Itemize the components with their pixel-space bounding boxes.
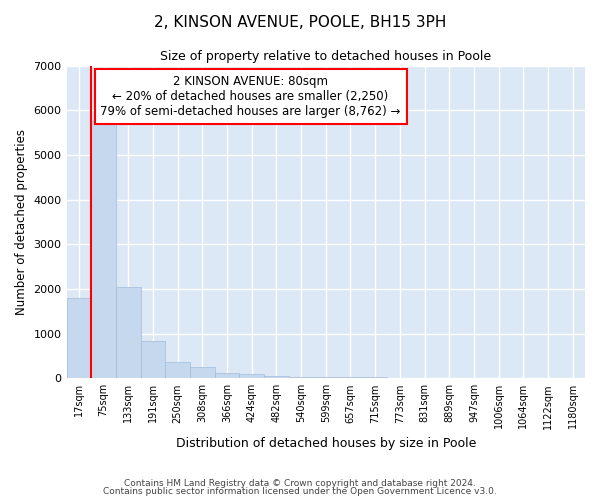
Bar xyxy=(239,374,264,378)
Title: Size of property relative to detached houses in Poole: Size of property relative to detached ho… xyxy=(160,50,491,63)
Bar xyxy=(116,286,140,378)
Text: Contains public sector information licensed under the Open Government Licence v3: Contains public sector information licen… xyxy=(103,487,497,496)
Bar xyxy=(67,298,91,378)
Text: Contains HM Land Registry data © Crown copyright and database right 2024.: Contains HM Land Registry data © Crown c… xyxy=(124,478,476,488)
Bar xyxy=(140,341,165,378)
Bar xyxy=(363,377,388,378)
Bar xyxy=(289,377,313,378)
Bar xyxy=(190,366,215,378)
Text: 2, KINSON AVENUE, POOLE, BH15 3PH: 2, KINSON AVENUE, POOLE, BH15 3PH xyxy=(154,15,446,30)
Bar xyxy=(215,373,239,378)
Bar xyxy=(338,377,363,378)
X-axis label: Distribution of detached houses by size in Poole: Distribution of detached houses by size … xyxy=(176,437,476,450)
Y-axis label: Number of detached properties: Number of detached properties xyxy=(15,129,28,315)
Bar xyxy=(91,122,116,378)
Bar xyxy=(165,362,190,378)
Bar xyxy=(264,376,289,378)
Bar xyxy=(313,377,338,378)
Text: 2 KINSON AVENUE: 80sqm
← 20% of detached houses are smaller (2,250)
79% of semi-: 2 KINSON AVENUE: 80sqm ← 20% of detached… xyxy=(100,75,401,118)
